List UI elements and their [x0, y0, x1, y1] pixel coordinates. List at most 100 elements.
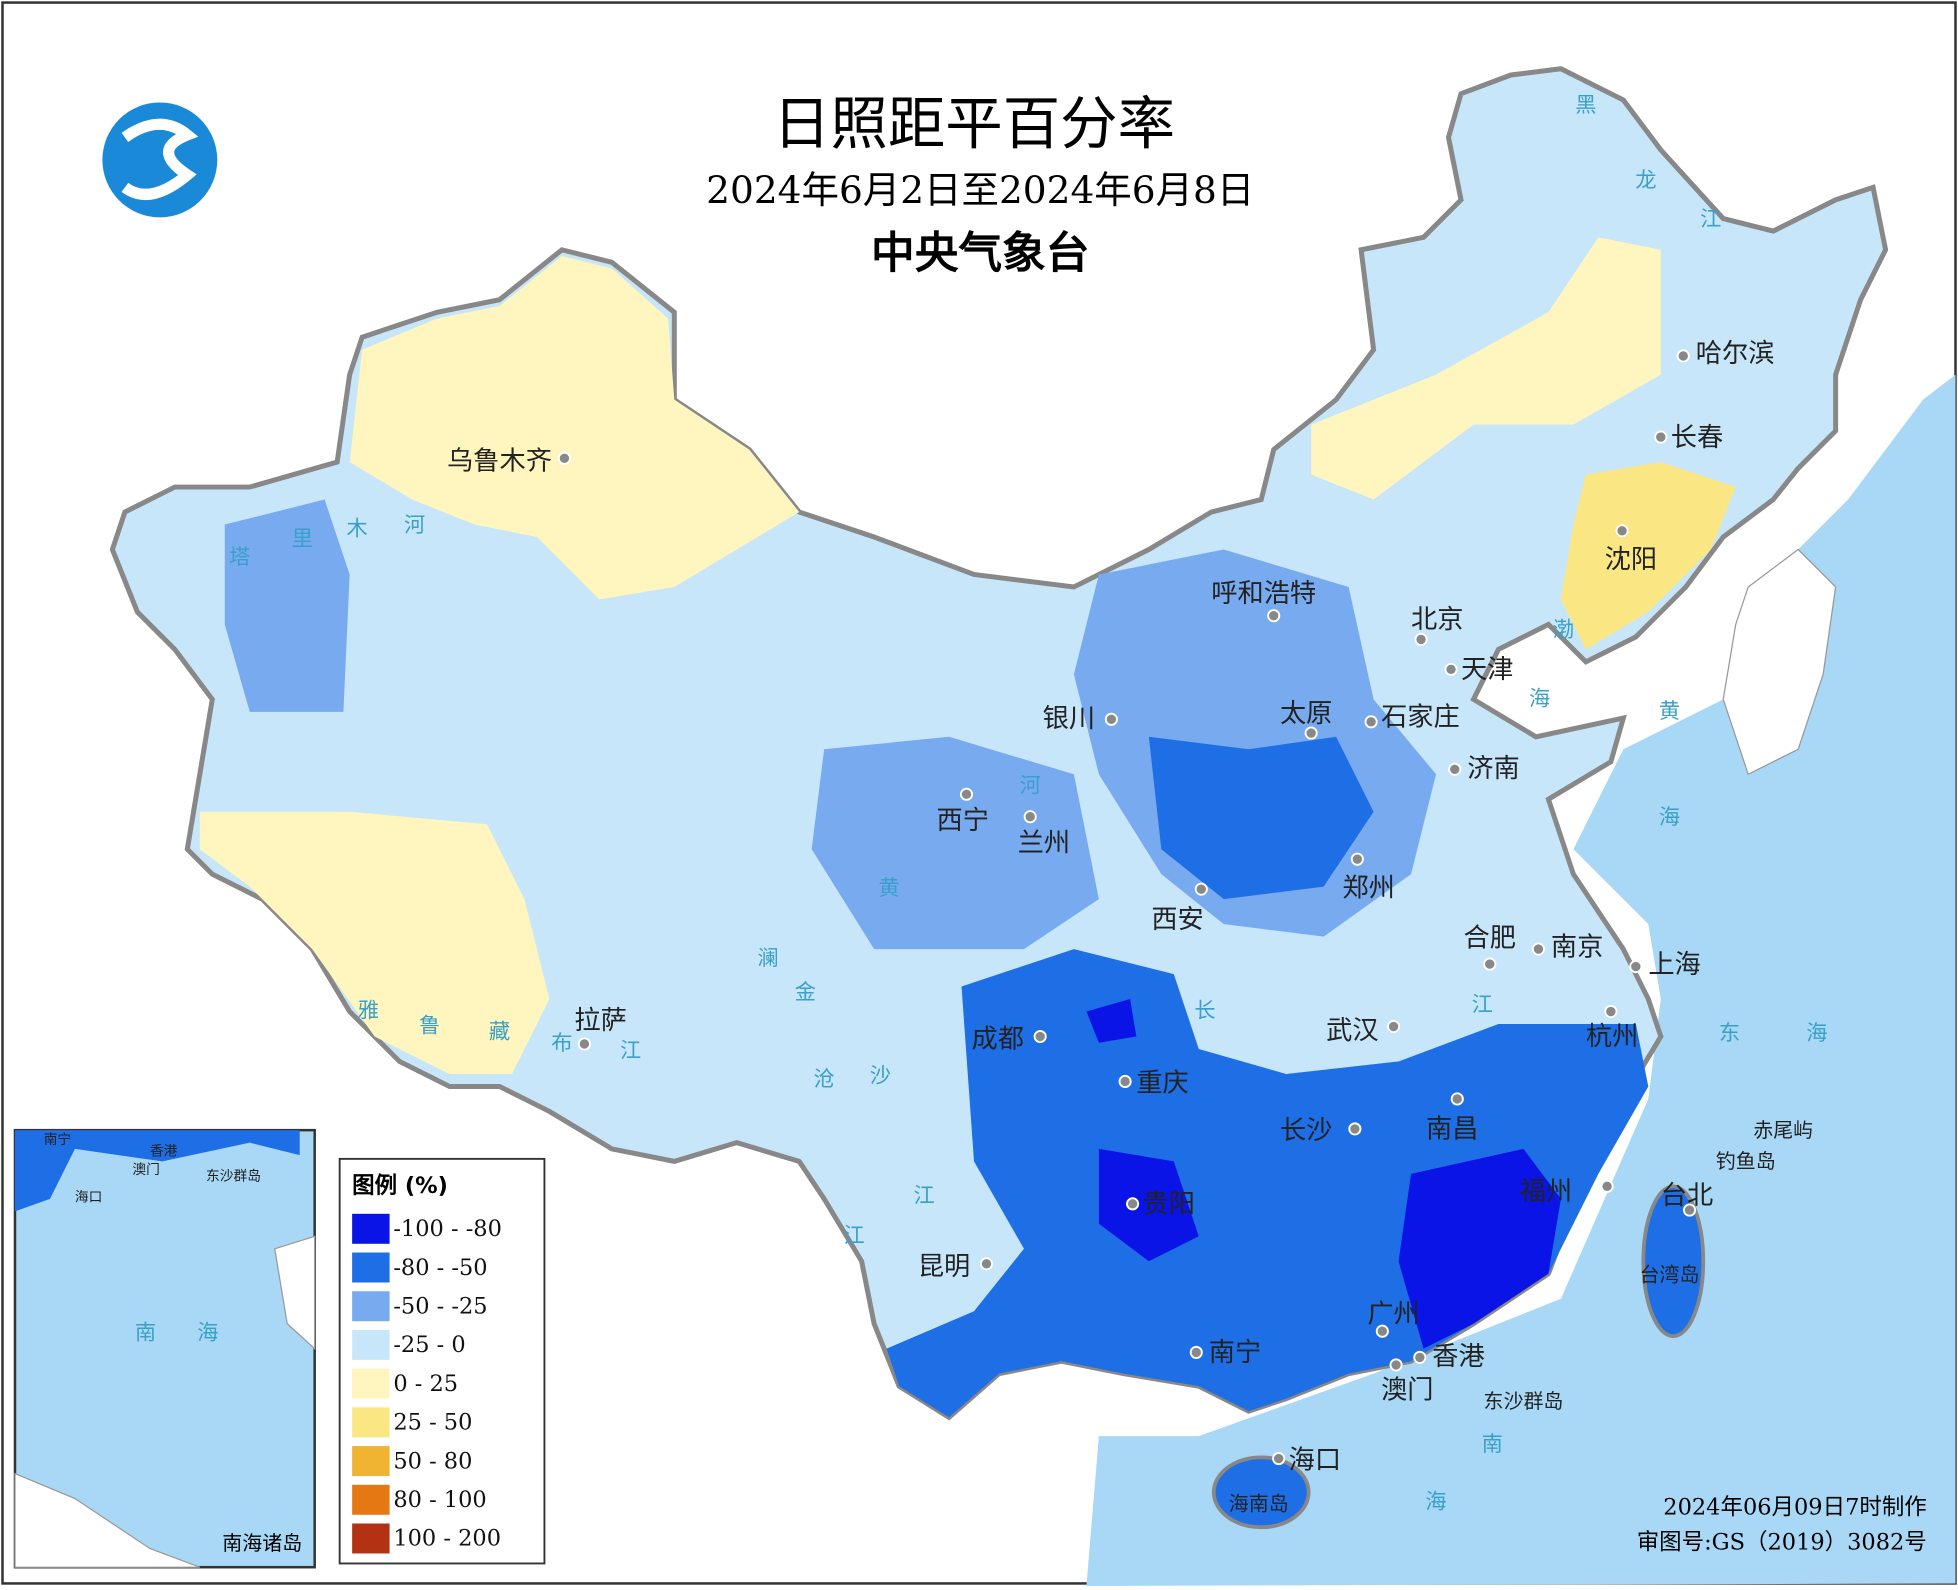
footer-made: 2024年06月09日7时制作 [1663, 1495, 1926, 1521]
city-label: 长春 [1671, 423, 1723, 453]
legend-title: 图例 (%) [352, 1173, 448, 1199]
inset-label: 香港 [150, 1143, 178, 1159]
city-dot [1350, 852, 1364, 866]
city-label: 广州 [1367, 1299, 1419, 1329]
city-label: 银川 [1043, 704, 1095, 734]
map-label: 黄 [878, 876, 899, 901]
city-label: 海口 [1289, 1446, 1341, 1476]
legend-swatch [352, 1213, 390, 1244]
region-guizhou [1098, 1148, 1199, 1262]
inset-label: 南 [135, 1321, 156, 1346]
region-ne-yellow [1311, 237, 1661, 500]
city-label: 拉萨 [574, 1006, 626, 1036]
city-dot [1189, 1345, 1203, 1359]
city-dot [1375, 1324, 1389, 1338]
map-label: 江 [913, 1183, 934, 1208]
city-label: 太原 [1280, 699, 1332, 729]
legend-label: -100 - -80 [393, 1216, 502, 1242]
legend-swatch [352, 1329, 390, 1360]
city-label: 上海 [1648, 950, 1700, 980]
region-qinghai [811, 736, 1099, 950]
korea [1722, 548, 1837, 776]
region-liaoning [1560, 462, 1736, 650]
legend-label: -50 - -25 [393, 1293, 487, 1319]
city-label: 兰州 [1018, 829, 1070, 859]
map-label: 钓鱼岛 [1716, 1149, 1776, 1173]
city-dot [1413, 1350, 1427, 1364]
city-label: 南京 [1551, 932, 1603, 962]
city-dot [1654, 430, 1668, 444]
city-label: 南宁 [1209, 1338, 1261, 1368]
map-label: 沙 [870, 1063, 891, 1088]
region-shanxi [1148, 736, 1374, 900]
map-label: 鲁 [419, 1014, 440, 1039]
title: 日照距平百分率 [773, 91, 1175, 158]
city-label: 合肥 [1464, 924, 1516, 954]
legend-label: 0 - 25 [393, 1371, 458, 1397]
city-label: 杭州 [1586, 1022, 1638, 1052]
map-label: 赤尾屿 [1753, 1118, 1813, 1142]
map-label: 龙 [1635, 168, 1656, 193]
inset: 南海诸岛 [13, 1128, 316, 1569]
city-label: 乌鲁木齐 [447, 447, 552, 477]
city-label: 昆明 [918, 1252, 970, 1282]
map-label: 黄 [1659, 699, 1680, 724]
region-tarim [224, 499, 350, 712]
city-dot [1033, 1029, 1047, 1044]
city-dot [1348, 1122, 1362, 1136]
city-label: 重庆 [1136, 1068, 1188, 1098]
legend-label: -25 - 0 [393, 1332, 465, 1358]
legend-swatch [352, 1446, 390, 1477]
city-dot [1389, 1358, 1403, 1372]
city-dot [1023, 810, 1037, 824]
city-label: 成都 [972, 1025, 1024, 1055]
map-label: 海南岛 [1229, 1491, 1289, 1515]
city-label: 西宁 [937, 806, 989, 836]
inset-label: 海 [197, 1321, 218, 1346]
map-label: 布 [551, 1031, 572, 1056]
map-label: 台湾岛 [1640, 1263, 1700, 1287]
map-label: 海 [1529, 686, 1550, 711]
map-label: 南 [1482, 1432, 1503, 1457]
legend: 图例 (%) -100 - -80 -80 - -50 -50 - -25 -25 -… [338, 1157, 546, 1565]
city-dot [1118, 1074, 1132, 1089]
region-tibet-west [199, 811, 550, 1074]
city-dot [1450, 1092, 1464, 1106]
city-dot [1483, 957, 1497, 971]
map-label: 藏 [489, 1020, 510, 1045]
map-label: 江 [1472, 992, 1493, 1017]
city-dot [1414, 632, 1428, 646]
map-label: 东沙群岛 [1484, 1389, 1564, 1413]
city-dot [1126, 1197, 1140, 1211]
map-label: 长 [1194, 999, 1215, 1024]
subtitle: 2024年6月2日至2024年6月8日 [706, 168, 1254, 212]
city-label: 南昌 [1426, 1115, 1478, 1145]
legend-swatch [352, 1523, 390, 1554]
city-label: 郑州 [1342, 874, 1394, 904]
map-label: 东 [1719, 1021, 1740, 1046]
legend-swatch [352, 1291, 390, 1322]
legend-label: 25 - 50 [393, 1410, 472, 1436]
legend-swatch [352, 1252, 390, 1283]
inset-label: 澳门 [132, 1162, 159, 1178]
map-label: 渤 [1553, 618, 1574, 643]
city-label: 澳门 [1381, 1376, 1433, 1406]
city-label: 西安 [1151, 905, 1203, 935]
city-dot [1676, 349, 1690, 363]
map-label: 河 [1020, 774, 1041, 799]
region-fujian [1398, 1148, 1561, 1349]
map-label: 海 [1425, 1489, 1446, 1514]
city-dot [1629, 960, 1643, 974]
city-label: 呼和浩特 [1211, 579, 1316, 609]
city-dot [1604, 1004, 1618, 1019]
region-sichuan [1086, 999, 1137, 1043]
map-label: 江 [1700, 207, 1721, 232]
city-dot [577, 1037, 591, 1051]
map-label: 江 [620, 1038, 641, 1063]
city-label: 石家庄 [1381, 703, 1460, 733]
map-label: 海 [1659, 805, 1680, 830]
city-dot [1444, 662, 1458, 676]
city-dot [1387, 1019, 1401, 1034]
